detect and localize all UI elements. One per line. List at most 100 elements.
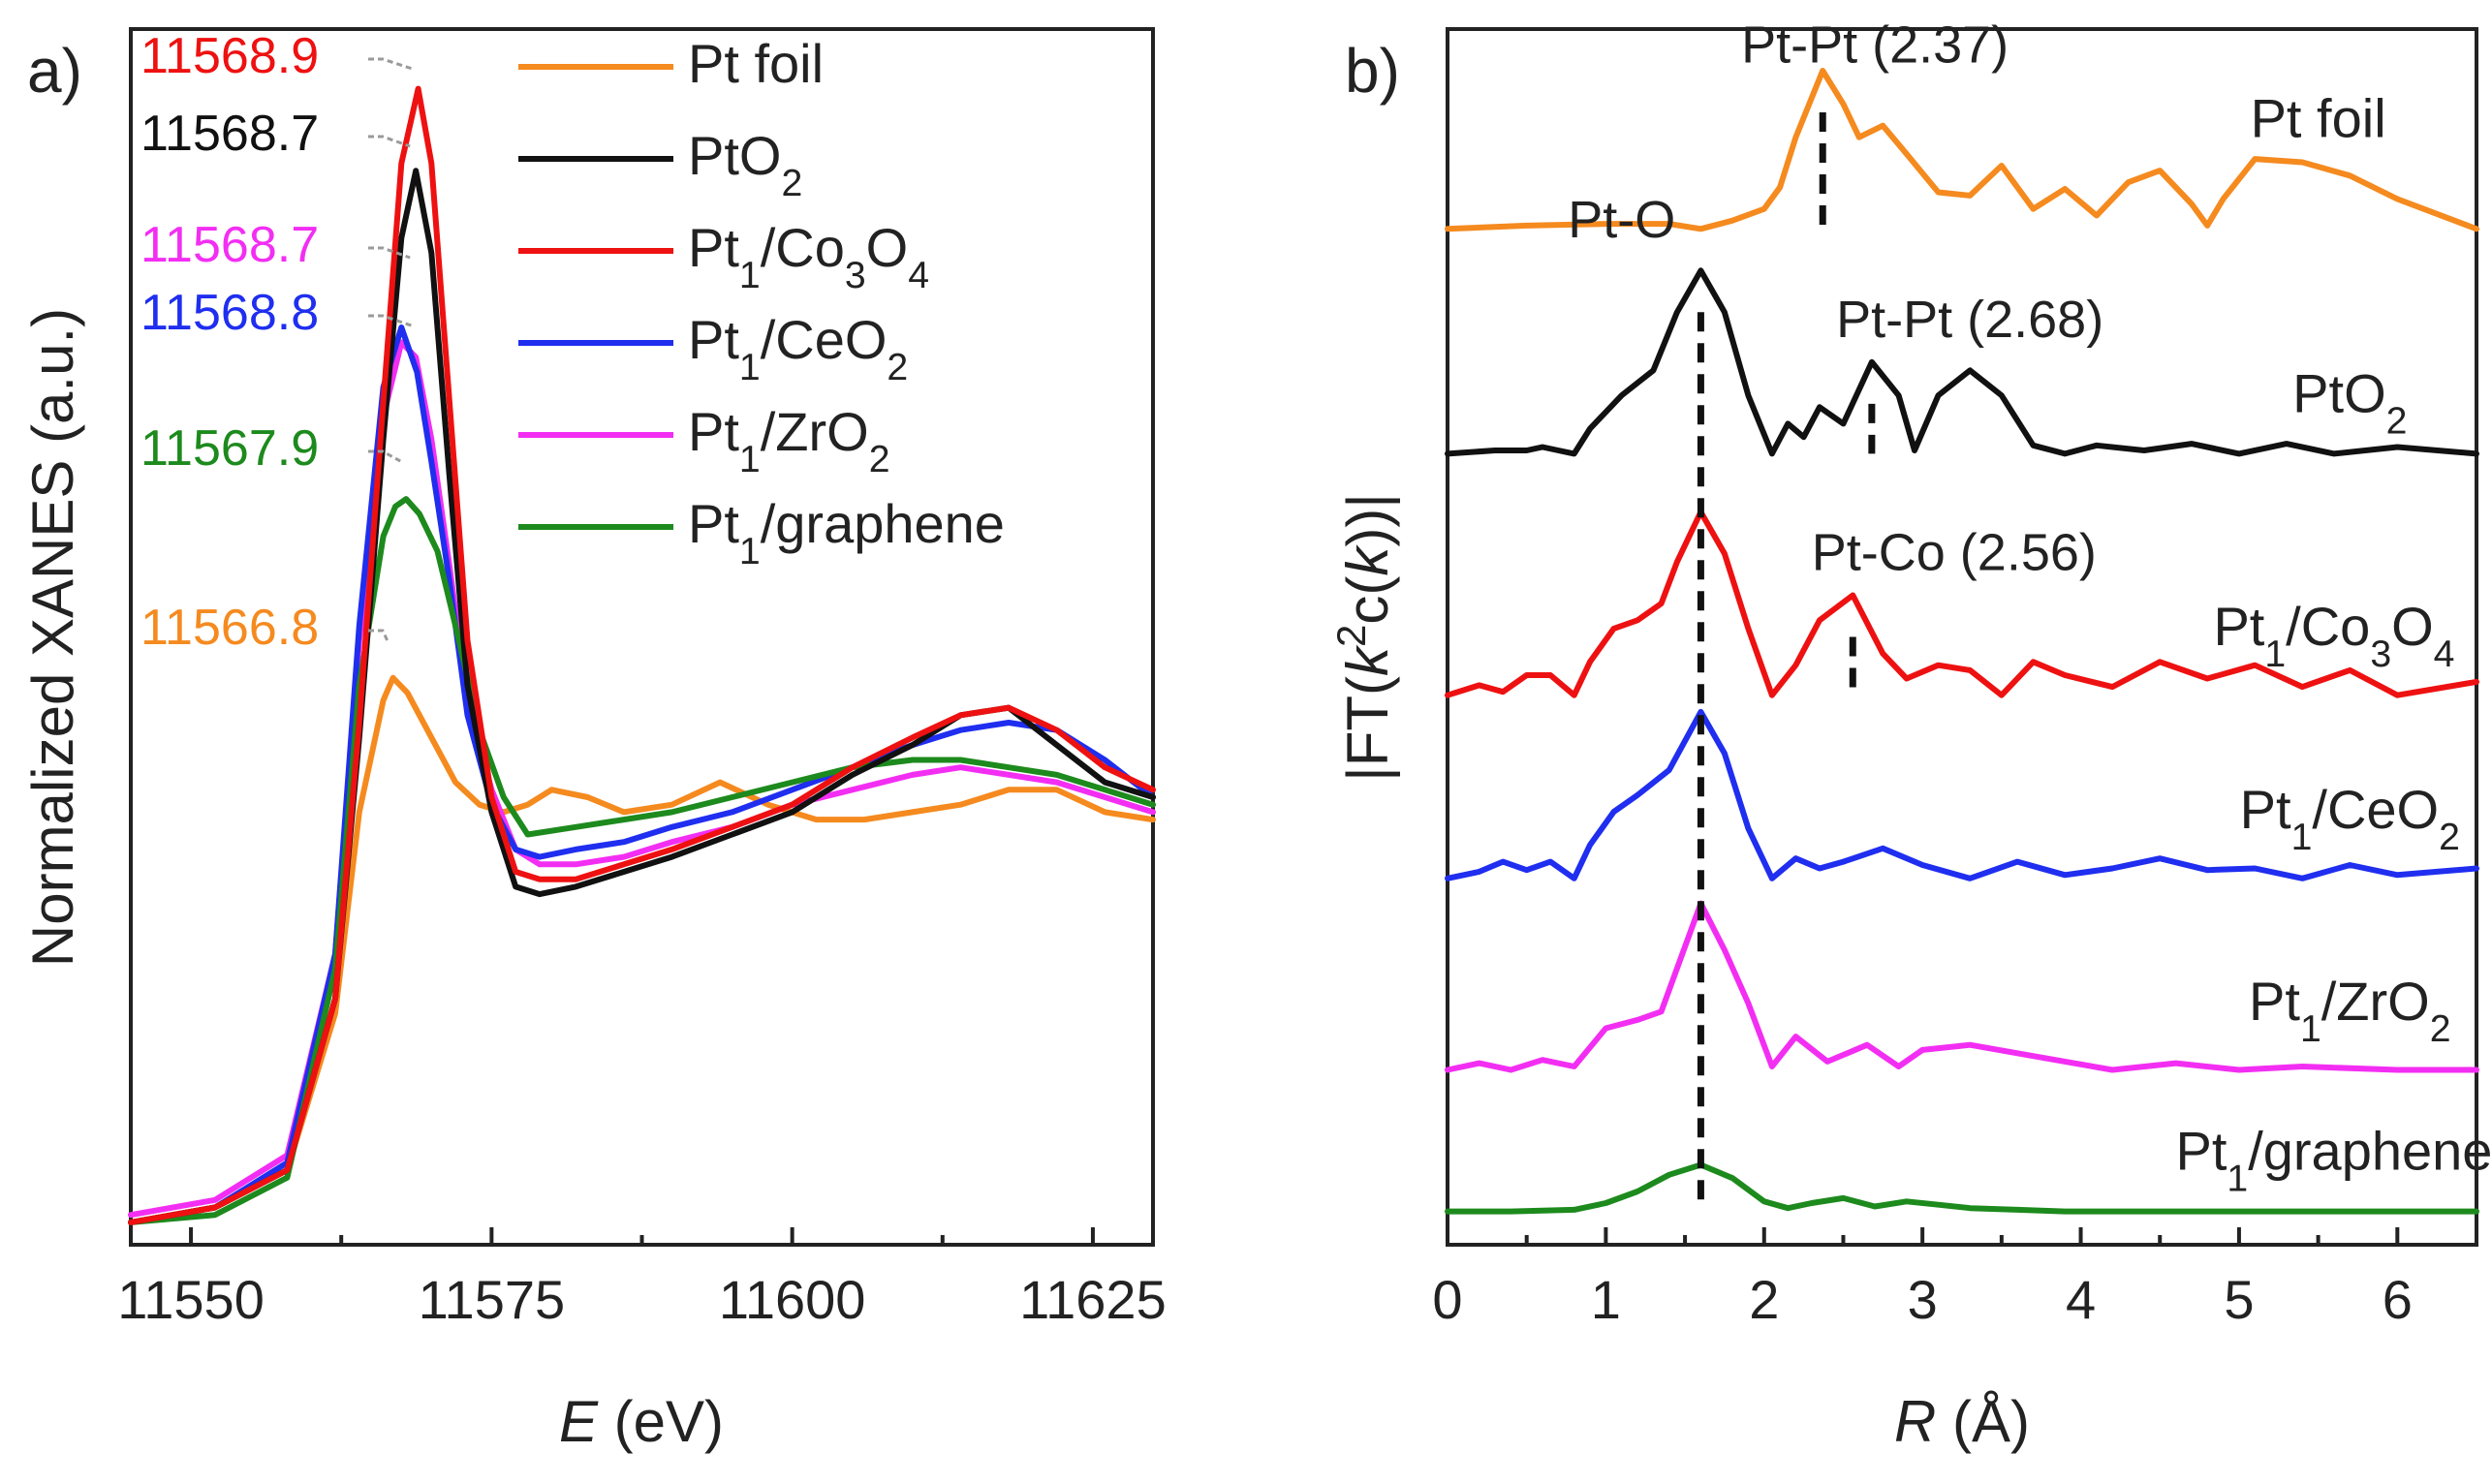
peak-leader-line bbox=[368, 629, 389, 641]
legend-label-pt1-graphene: Pt1/graphene bbox=[688, 493, 1005, 572]
series-label-part: /Co bbox=[2286, 596, 2370, 657]
x-tick-label: 11550 bbox=[117, 1269, 265, 1330]
series-label-part: O bbox=[2391, 596, 2434, 657]
legend-label-part: 2 bbox=[869, 439, 890, 480]
series-label-part: Pt bbox=[2175, 1121, 2227, 1182]
y-axis-label-part: c( bbox=[1335, 576, 1400, 625]
peak-leader-line bbox=[368, 135, 411, 148]
peak-leader-line bbox=[368, 246, 411, 260]
peak-energy-label: 11568.7 bbox=[140, 217, 319, 273]
panel-b-bond-annotations: Pt-Pt (2.37) Pt-O Pt-Pt (2.68) Pt-Co (2.56) bbox=[1568, 15, 2103, 1204]
x-tick-label: 1 bbox=[1591, 1269, 1621, 1330]
y-axis-label-part: k bbox=[1335, 544, 1400, 576]
legend-label-part: /graphene bbox=[761, 493, 1005, 554]
y-axis-label-part: 2 bbox=[1328, 625, 1374, 647]
legend-label-part: 1 bbox=[739, 531, 761, 572]
series-label-part: /ZrO bbox=[2321, 971, 2430, 1032]
bond-label: Pt-Pt (2.37) bbox=[1741, 15, 2009, 74]
peak-leader-line bbox=[368, 314, 412, 327]
panel-b-x-axis-symbol: R bbox=[1894, 1389, 1936, 1454]
panel-b-x-axis-unit: (Å) bbox=[1936, 1389, 2030, 1454]
legend-label-part: /CeO bbox=[761, 309, 888, 370]
peak-energy-label: 11566.8 bbox=[140, 600, 319, 656]
x-tick-label: 3 bbox=[1908, 1269, 1938, 1330]
peak-leader-line bbox=[368, 449, 401, 463]
legend-label-part: Pt bbox=[688, 217, 739, 278]
peak-leader-line bbox=[368, 57, 414, 71]
legend-label-part: O bbox=[866, 217, 909, 278]
legend-label-part: 1 bbox=[739, 347, 761, 388]
legend-label-pt1-co3o4: Pt1/Co3O4 bbox=[688, 217, 929, 296]
legend-label-part: /Co bbox=[761, 217, 845, 278]
series-label-part: 2 bbox=[2430, 1007, 2451, 1049]
series-label-pt1-ceo2: Pt1/CeO2 bbox=[2240, 779, 2460, 858]
legend-label-part: Pt bbox=[688, 493, 739, 554]
legend-label-pt1-zro2: Pt1/ZrO2 bbox=[688, 401, 890, 480]
x-tick-label: 5 bbox=[2224, 1269, 2254, 1330]
legend-label-part: Pt foil bbox=[688, 33, 824, 94]
exafs-curve-pt-foil bbox=[1445, 68, 2479, 232]
series-label-part: 2 bbox=[2439, 817, 2460, 858]
series-label-pt-foil: Pt foil bbox=[2251, 88, 2386, 149]
series-label-pt1-zro2: Pt1/ZrO2 bbox=[2249, 971, 2451, 1050]
series-label-part: PtO bbox=[2292, 362, 2385, 423]
bond-label: Pt-O bbox=[1568, 191, 1675, 249]
panel-a-x-axis-unit: (eV) bbox=[598, 1389, 724, 1454]
series-label-part: 1 bbox=[2300, 1007, 2321, 1049]
panel-a-curves bbox=[128, 85, 1156, 1225]
xanes-curve-pt-foil bbox=[128, 674, 1156, 1225]
panel-b-series-labels: Pt foilPtO2Pt1/Co3O4Pt1/CeO2Pt1/ZrO2Pt1/… bbox=[2175, 88, 2492, 1199]
panel-a-letter: a) bbox=[27, 36, 82, 106]
legend-label-part: 1 bbox=[739, 255, 761, 296]
series-label-part: Pt bbox=[2213, 596, 2264, 657]
series-label-part: Pt bbox=[2249, 971, 2300, 1032]
exafs-curve-pto2 bbox=[1445, 267, 2479, 457]
x-tick-label: 2 bbox=[1749, 1269, 1779, 1330]
x-tick-label: 11575 bbox=[419, 1269, 566, 1330]
legend-label-part: 2 bbox=[781, 163, 802, 204]
series-label-part: 1 bbox=[2291, 817, 2313, 858]
legend-label-part: PtO bbox=[688, 125, 781, 186]
series-label-pt1-graphene: Pt1/graphene bbox=[2175, 1121, 2492, 1200]
panel-b-y-axis-label: |FT(k2c(k))| bbox=[1328, 493, 1401, 782]
xanes-curve-pt1-ceo2 bbox=[128, 325, 1156, 1225]
panel-b-x-axis-label: R (Å) bbox=[1894, 1389, 2030, 1454]
x-tick-label: 6 bbox=[2383, 1269, 2413, 1330]
x-tick-label: 4 bbox=[2066, 1269, 2096, 1330]
panel-b-x-ticks: 0 1 2 3 4 5 6 bbox=[1432, 1227, 2478, 1330]
series-label-part: Pt bbox=[2240, 779, 2291, 840]
x-tick-label: 11625 bbox=[1019, 1269, 1167, 1330]
series-label-part: /CeO bbox=[2312, 779, 2439, 840]
peak-energy-label: 11568.9 bbox=[140, 28, 319, 84]
panel-b-exafs: b) Pt-Pt (2.37) Pt-O Pt-Pt (2.68) Pt-Co (2.… bbox=[1328, 15, 2492, 1454]
panel-a-legend: Pt foilPtO2Pt1/Co3O4Pt1/CeO2Pt1/ZrO2Pt1/… bbox=[518, 33, 1005, 572]
panel-a-peak-labels: 11568.9 11568.7 11568.7 11568.8 11567.9 11566… bbox=[140, 28, 414, 656]
legend-label-part: Pt bbox=[688, 309, 739, 370]
legend-label-pt1-ceo2: Pt1/CeO2 bbox=[688, 309, 908, 388]
x-tick-label: 0 bbox=[1432, 1269, 1462, 1330]
legend-label-part: Pt bbox=[688, 401, 739, 462]
legend-label-part: 4 bbox=[908, 255, 929, 296]
xanes-curve-pt1-co3o4 bbox=[128, 85, 1156, 1225]
y-axis-label-part: k bbox=[1335, 644, 1400, 676]
y-axis-label-part: ))| bbox=[1335, 493, 1400, 547]
legend-label-part: 2 bbox=[887, 347, 908, 388]
peak-energy-label: 11568.7 bbox=[140, 106, 319, 162]
exafs-curve-pt1-co3o4 bbox=[1445, 509, 2479, 698]
panel-a-y-axis-label: Normalized XANES (a.u.) bbox=[20, 308, 85, 967]
panel-a-x-axis-label: E (eV) bbox=[559, 1389, 724, 1454]
series-label-part: 1 bbox=[2227, 1158, 2248, 1199]
series-label-pto2: PtO2 bbox=[2292, 362, 2407, 442]
legend-label-pto2: PtO2 bbox=[688, 125, 802, 204]
x-tick-label: 11600 bbox=[719, 1269, 866, 1330]
series-label-pt1-co3o4: Pt1/Co3O4 bbox=[2213, 596, 2454, 675]
panel-b-letter: b) bbox=[1345, 36, 1400, 106]
legend-label-part: 3 bbox=[845, 255, 866, 296]
series-label-part: Pt foil bbox=[2251, 88, 2386, 149]
legend-label-part: 1 bbox=[739, 439, 761, 480]
series-label-part: 1 bbox=[2264, 634, 2286, 675]
legend-label-part: /ZrO bbox=[761, 401, 869, 462]
panel-a-x-axis-symbol: E bbox=[559, 1389, 599, 1454]
exafs-curve-pt1-ceo2 bbox=[1445, 708, 2479, 881]
exafs-curve-pt1-zro2 bbox=[1445, 900, 2479, 1073]
